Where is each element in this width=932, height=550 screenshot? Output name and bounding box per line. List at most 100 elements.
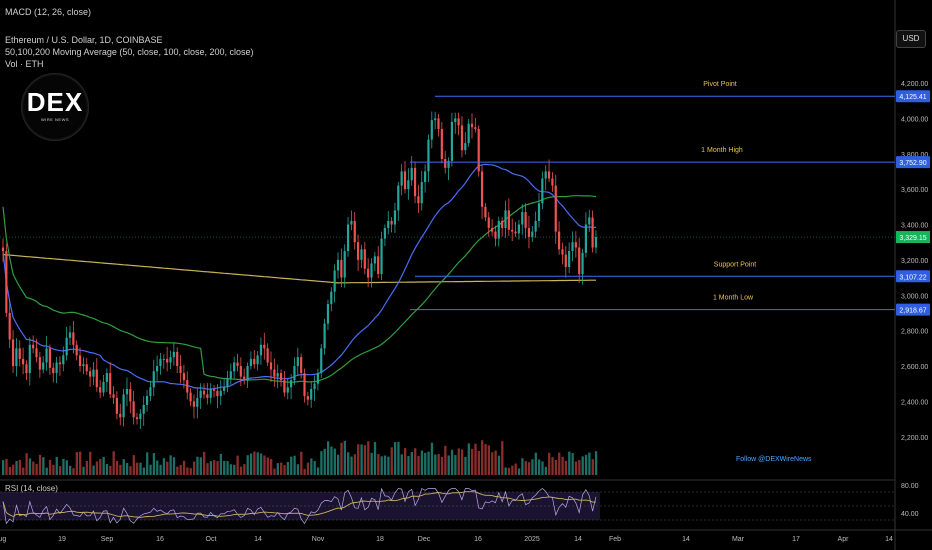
- volume-bar: [186, 467, 189, 475]
- indicator-title: MACD (12, 26, close): [5, 7, 92, 17]
- volume-bar: [236, 455, 239, 475]
- candle-body: [551, 178, 554, 186]
- candle-body: [85, 364, 88, 372]
- current-price-text: 3,329.15: [899, 235, 926, 242]
- volume-bar: [471, 448, 474, 475]
- volume-bar: [99, 459, 102, 475]
- candle-body: [487, 217, 490, 229]
- candle-body: [119, 413, 122, 418]
- volume-bar: [253, 451, 256, 475]
- volume-bar: [85, 461, 89, 475]
- volume-bar: [477, 450, 480, 475]
- candle-body: [558, 231, 561, 250]
- candle-body: [176, 351, 179, 367]
- x-tick-label: Dec: [418, 536, 431, 543]
- candle-body: [249, 358, 252, 367]
- level-price-tag: [896, 90, 930, 103]
- volume-bar: [290, 456, 293, 475]
- volume-bar: [2, 460, 5, 475]
- candle-body: [323, 323, 326, 349]
- volume-bar: [531, 459, 534, 475]
- volume-bar: [440, 456, 444, 475]
- y-tick-label: 2,400.00: [901, 399, 928, 406]
- volume-bar: [564, 460, 568, 475]
- candle-body: [78, 355, 82, 367]
- candle-body: [417, 196, 420, 204]
- volume-bar: [380, 456, 383, 475]
- level-price-tag: [896, 303, 930, 316]
- volume-bar: [487, 445, 491, 475]
- candle-body: [578, 247, 581, 275]
- y-tick-label: 3,600.00: [901, 187, 928, 194]
- candle-body: [293, 366, 296, 381]
- candle-body: [367, 268, 370, 278]
- volume-bar: [434, 454, 437, 475]
- candle-body: [357, 242, 360, 260]
- candle-body: [310, 389, 313, 400]
- volume-bar: [216, 461, 219, 475]
- volume-bar: [497, 455, 501, 475]
- rsi-ma-line: [2, 491, 596, 518]
- candle-body: [544, 171, 547, 179]
- volume-bar: [132, 455, 135, 475]
- volume-bar: [62, 458, 65, 475]
- candle-body: [316, 373, 319, 384]
- volume-bar: [5, 458, 8, 475]
- candle-body: [410, 167, 413, 181]
- dex-logo: DEX WIRE NEWS: [21, 73, 89, 141]
- volume-bar: [233, 464, 236, 475]
- volume-bar: [357, 444, 360, 475]
- candle-body: [370, 263, 373, 278]
- candle-body: [58, 362, 62, 365]
- x-tick-label: Apr: [838, 536, 850, 543]
- volume-bar: [159, 464, 162, 475]
- volume-bar: [52, 464, 55, 475]
- volume-bar: [199, 457, 202, 475]
- volume-bar: [484, 444, 487, 475]
- candle-body: [320, 348, 323, 374]
- candle-body: [256, 355, 259, 365]
- volume-bar: [404, 448, 407, 475]
- candle-body: [350, 220, 353, 225]
- volume-bar: [182, 460, 186, 475]
- volume-bar: [89, 451, 92, 475]
- candle-body: [517, 224, 520, 234]
- candle-body: [467, 123, 470, 144]
- volume-bar: [578, 460, 581, 475]
- candle-body: [584, 224, 587, 253]
- volume-bar: [574, 461, 578, 475]
- candle-body: [22, 358, 25, 365]
- candle-body: [427, 139, 430, 172]
- volume-bar: [323, 448, 326, 475]
- candle-body: [303, 373, 306, 397]
- volume-bar: [326, 441, 330, 475]
- volume-bar: [22, 467, 25, 475]
- volume-bar: [196, 456, 199, 475]
- candle-body: [380, 238, 383, 275]
- candle-body: [196, 397, 199, 407]
- volume-bar: [176, 466, 179, 475]
- candle-body: [152, 371, 155, 388]
- candle-body: [206, 394, 209, 398]
- candle-body: [159, 358, 162, 367]
- candle-body: [373, 256, 376, 264]
- ma100-line: [2, 195, 597, 383]
- volume-bar: [400, 454, 403, 475]
- candle-body: [353, 220, 356, 243]
- candle-body: [156, 366, 159, 372]
- candle-body: [236, 362, 239, 367]
- level-price-text: 4,125.41: [899, 94, 926, 101]
- candle-body: [457, 118, 460, 126]
- volume-bar: [18, 459, 22, 475]
- volume-bar: [437, 454, 440, 475]
- candle-body: [497, 220, 500, 239]
- currency-button[interactable]: USD: [896, 30, 926, 48]
- volume-bar: [454, 455, 457, 475]
- candle-body: [273, 369, 276, 377]
- volume-bar: [249, 453, 253, 475]
- candle-body: [266, 348, 269, 363]
- candle-body: [112, 394, 115, 398]
- volume-bar: [169, 455, 172, 475]
- candle-body: [115, 397, 118, 414]
